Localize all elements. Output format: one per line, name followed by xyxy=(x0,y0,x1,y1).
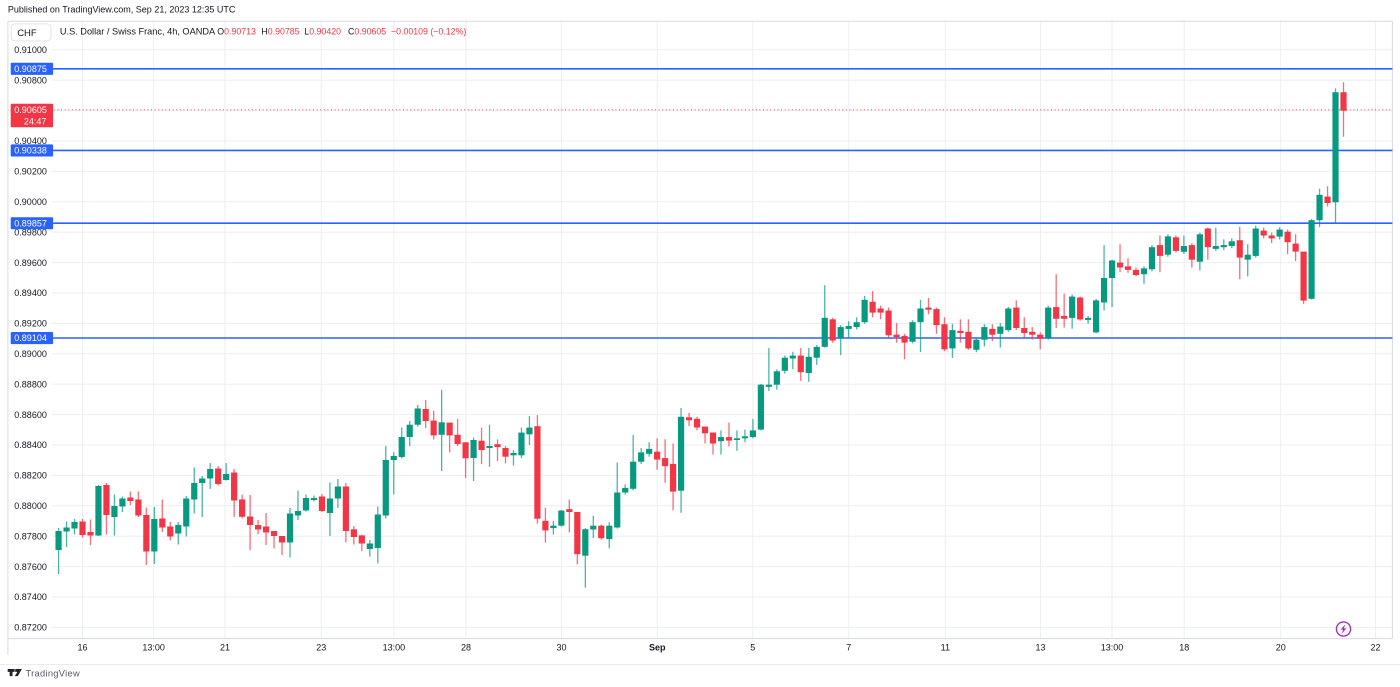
svg-text:L0.90420: L0.90420 xyxy=(304,27,341,37)
svg-text:0.91000: 0.91000 xyxy=(14,45,47,55)
svg-text:0.89200: 0.89200 xyxy=(14,319,47,329)
svg-text:0.88000: 0.88000 xyxy=(14,501,47,511)
svg-text:0.89104: 0.89104 xyxy=(14,333,47,343)
svg-text:11: 11 xyxy=(941,643,950,653)
svg-text:CHF: CHF xyxy=(17,28,37,39)
svg-text:16: 16 xyxy=(77,643,87,653)
svg-text:0.87200: 0.87200 xyxy=(14,623,47,633)
svg-text:0.87800: 0.87800 xyxy=(14,531,47,541)
svg-text:0.88600: 0.88600 xyxy=(14,410,47,420)
svg-text:U.S. Dollar / Swiss Franc, 4h,: U.S. Dollar / Swiss Franc, 4h, OANDA xyxy=(60,27,216,37)
svg-text:0.89600: 0.89600 xyxy=(14,258,47,268)
svg-text:28: 28 xyxy=(461,643,471,653)
svg-text:0.90200: 0.90200 xyxy=(14,167,47,177)
svg-text:5: 5 xyxy=(750,643,755,653)
svg-text:O0.90713: O0.90713 xyxy=(217,27,256,37)
svg-text:7: 7 xyxy=(846,643,851,653)
svg-text:0.87600: 0.87600 xyxy=(14,562,47,572)
svg-text:H0.90785: H0.90785 xyxy=(261,27,299,37)
svg-text:0.88200: 0.88200 xyxy=(14,471,47,481)
svg-text:C0.90605: C0.90605 xyxy=(348,27,386,37)
svg-text:22: 22 xyxy=(1370,643,1380,653)
svg-text:13: 13 xyxy=(1035,643,1045,653)
svg-text:0.89857: 0.89857 xyxy=(14,218,47,228)
svg-text:13:00: 13:00 xyxy=(1101,643,1124,653)
svg-text:21: 21 xyxy=(220,643,230,653)
svg-text:0.87400: 0.87400 xyxy=(14,592,47,602)
svg-text:0.89800: 0.89800 xyxy=(14,227,47,237)
svg-text:0.90338: 0.90338 xyxy=(14,146,47,156)
svg-text:0.90000: 0.90000 xyxy=(14,197,47,207)
svg-text:Published on TradingView.com,: Published on TradingView.com, Sep 21, 20… xyxy=(8,4,236,14)
svg-text:20: 20 xyxy=(1276,643,1286,653)
svg-text:0.88800: 0.88800 xyxy=(14,379,47,389)
svg-text:23: 23 xyxy=(316,643,326,653)
svg-text:30: 30 xyxy=(556,643,566,653)
svg-text:13:00: 13:00 xyxy=(142,643,165,653)
svg-text:24:47: 24:47 xyxy=(24,117,47,127)
svg-text:18: 18 xyxy=(1179,643,1189,653)
svg-text:0.89400: 0.89400 xyxy=(14,288,47,298)
svg-text:TradingView: TradingView xyxy=(26,668,80,678)
svg-text:0.90875: 0.90875 xyxy=(14,64,47,74)
svg-text:0.90800: 0.90800 xyxy=(14,75,47,85)
svg-text:0.90400: 0.90400 xyxy=(14,136,47,146)
svg-text:0.90605: 0.90605 xyxy=(14,105,47,115)
svg-text:Sep: Sep xyxy=(649,643,666,653)
svg-text:0.89000: 0.89000 xyxy=(14,349,47,359)
svg-text:0.88400: 0.88400 xyxy=(14,440,47,450)
svg-text:−0.00109 (−0.12%): −0.00109 (−0.12%) xyxy=(391,27,466,37)
svg-text:13:00: 13:00 xyxy=(383,643,406,653)
